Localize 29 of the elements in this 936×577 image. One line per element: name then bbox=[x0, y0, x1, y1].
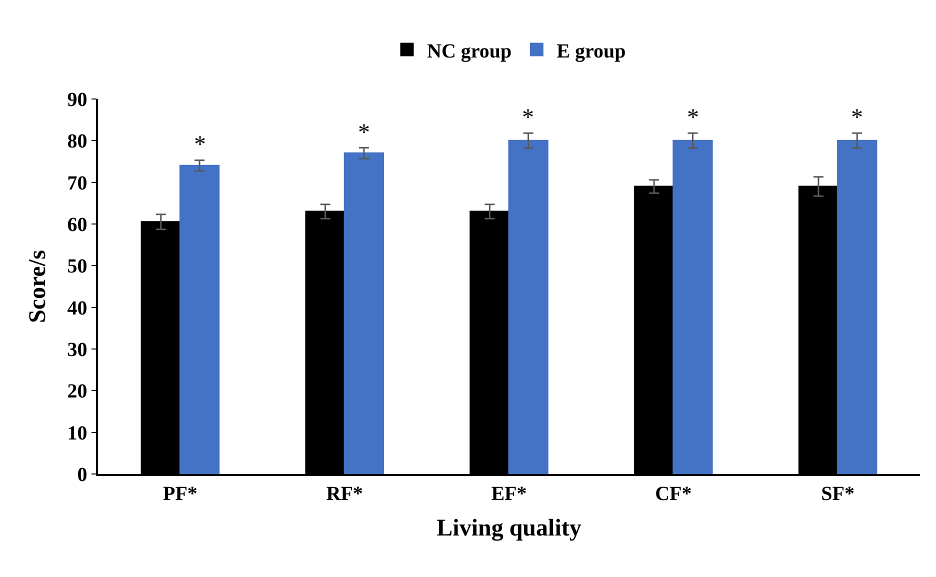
bar bbox=[672, 140, 713, 474]
x-tick-label: PF* bbox=[162, 482, 198, 505]
y-tick-label: 30 bbox=[67, 339, 88, 361]
y-tick-label: 20 bbox=[67, 380, 88, 403]
x-tick-label: SF* bbox=[821, 482, 854, 505]
bar bbox=[837, 140, 878, 474]
x-tick-label: RF* bbox=[326, 482, 363, 505]
x-tick-label: EF* bbox=[491, 482, 527, 505]
y-tick-label: 50 bbox=[67, 256, 88, 278]
annotation: * bbox=[851, 105, 863, 131]
y-tick-label: 60 bbox=[67, 214, 88, 236]
bar bbox=[508, 140, 548, 474]
y-tick-label: 70 bbox=[67, 172, 88, 194]
bar bbox=[344, 152, 384, 474]
y-tick-label: 90 bbox=[67, 89, 88, 111]
y-tick-label: 10 bbox=[67, 422, 88, 444]
annotation: * bbox=[194, 132, 206, 158]
annotation: * bbox=[687, 105, 699, 131]
annotation: * bbox=[522, 105, 534, 131]
y-tick-label: 0 bbox=[77, 464, 88, 486]
bar bbox=[179, 164, 220, 474]
y-axis-title: Score/s bbox=[24, 250, 51, 323]
y-tick-label: 40 bbox=[67, 297, 88, 320]
annotation: * bbox=[358, 120, 370, 146]
x-tick-label: CF* bbox=[655, 482, 692, 505]
legend-label: E group bbox=[556, 40, 626, 62]
legend-label: NC group bbox=[427, 40, 512, 62]
y-tick-label: 80 bbox=[67, 130, 88, 153]
x-axis-title: Living quality bbox=[436, 516, 582, 542]
